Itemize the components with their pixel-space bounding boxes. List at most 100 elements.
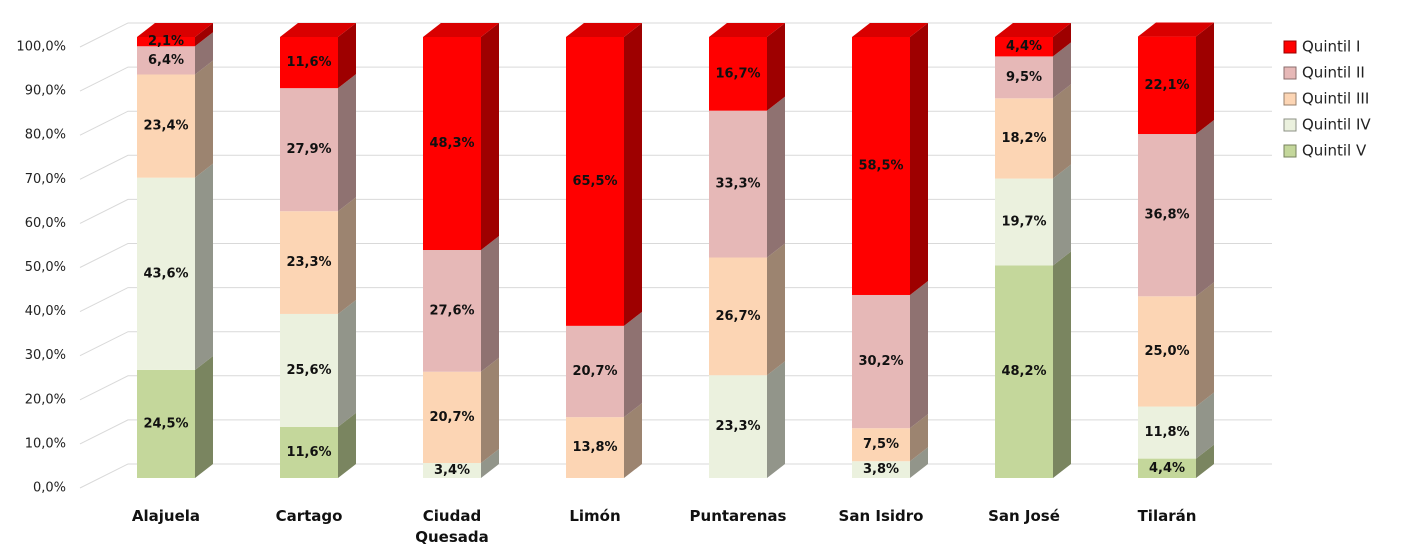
bar-front bbox=[1138, 458, 1196, 478]
bar-front bbox=[280, 37, 338, 89]
data-label: 23,4% bbox=[143, 119, 188, 134]
legend-label: Quintil IV bbox=[1302, 116, 1371, 134]
data-label: 2,1% bbox=[148, 34, 184, 49]
bar-side bbox=[1196, 282, 1214, 407]
bar-front bbox=[1138, 36, 1196, 135]
grid-line bbox=[79, 110, 1272, 136]
bar-side bbox=[1053, 84, 1071, 179]
data-label: 33,3% bbox=[715, 177, 760, 192]
grid-line bbox=[79, 287, 1272, 313]
legend-swatch bbox=[1283, 66, 1297, 80]
x-tick-label: San José bbox=[988, 507, 1060, 525]
bar-top bbox=[280, 23, 356, 37]
bar-front bbox=[995, 37, 1053, 57]
y-tick-label: 10,0% bbox=[25, 436, 66, 451]
y-tick-label: 30,0% bbox=[25, 348, 66, 363]
bar-side bbox=[195, 355, 213, 478]
bar-front bbox=[995, 265, 1053, 478]
data-label: 4,4% bbox=[1006, 39, 1042, 54]
data-label: 11,8% bbox=[1144, 425, 1189, 440]
bar-top bbox=[1138, 22, 1214, 37]
bar-top bbox=[709, 23, 785, 37]
bar-front bbox=[1138, 134, 1196, 297]
bar-side bbox=[195, 163, 213, 370]
bar-front bbox=[852, 461, 910, 478]
bar-side bbox=[1053, 251, 1071, 478]
data-label: 43,6% bbox=[143, 266, 188, 281]
bar-side bbox=[1053, 164, 1071, 266]
bar-front bbox=[1138, 296, 1196, 407]
data-label: 4,4% bbox=[1149, 461, 1185, 476]
bar-front bbox=[709, 110, 767, 258]
grid-line bbox=[79, 375, 1272, 401]
legend-swatch bbox=[1283, 118, 1297, 132]
legend-label: Quintil V bbox=[1302, 142, 1367, 160]
bar-front bbox=[852, 294, 910, 429]
data-label: 19,7% bbox=[1001, 214, 1046, 229]
bar-front bbox=[852, 37, 910, 295]
bar-front bbox=[423, 37, 481, 251]
bar-front bbox=[995, 56, 1053, 99]
bar-front bbox=[137, 37, 195, 47]
bar-side bbox=[338, 74, 356, 212]
data-label: 11,6% bbox=[286, 55, 331, 70]
y-tick-label: 0,0% bbox=[33, 481, 66, 496]
data-label: 48,3% bbox=[429, 136, 474, 151]
bar-side bbox=[481, 23, 499, 251]
bar-side bbox=[338, 299, 356, 427]
data-label: 18,2% bbox=[1001, 131, 1046, 146]
legend-swatch bbox=[1283, 40, 1297, 54]
bar-front bbox=[566, 37, 624, 326]
bar-side bbox=[1196, 444, 1214, 478]
bar-side bbox=[767, 361, 785, 478]
bar-side bbox=[767, 23, 785, 111]
bar-side bbox=[624, 311, 642, 418]
bar-side bbox=[910, 414, 928, 462]
data-label: 3,4% bbox=[434, 463, 470, 478]
data-label: 26,7% bbox=[715, 309, 760, 324]
bar-front bbox=[137, 369, 195, 478]
data-label: 27,6% bbox=[429, 303, 474, 318]
bar-front bbox=[423, 463, 481, 478]
bar-side bbox=[338, 197, 356, 314]
bar-front bbox=[280, 313, 338, 427]
y-tick-label: 80,0% bbox=[25, 128, 66, 143]
grid-line bbox=[79, 198, 1272, 224]
bar-front bbox=[423, 250, 481, 372]
data-label: 25,6% bbox=[286, 363, 331, 378]
data-label: 30,2% bbox=[858, 354, 903, 369]
bar-front bbox=[566, 325, 624, 418]
legend-swatch bbox=[1283, 92, 1297, 106]
bar-top bbox=[852, 23, 928, 37]
y-tick-label: 20,0% bbox=[25, 392, 66, 407]
legend-swatch bbox=[1283, 144, 1297, 158]
grid-line bbox=[79, 463, 1272, 489]
bar-front bbox=[137, 177, 195, 370]
bar-side bbox=[767, 96, 785, 258]
y-tick-label: 50,0% bbox=[25, 260, 66, 275]
grid-line bbox=[79, 22, 1272, 48]
bar-front bbox=[280, 426, 338, 478]
legend-label: Quintil II bbox=[1302, 64, 1365, 82]
y-tick-label: 100,0% bbox=[16, 40, 66, 55]
bar-front bbox=[709, 37, 767, 111]
bar-front bbox=[137, 74, 195, 178]
grid-line bbox=[79, 331, 1272, 357]
bar-side bbox=[1053, 23, 1071, 57]
y-tick-label: 40,0% bbox=[25, 304, 66, 319]
data-label: 27,9% bbox=[286, 142, 331, 157]
bar-side bbox=[624, 403, 642, 478]
data-label: 6,4% bbox=[148, 53, 184, 68]
data-label: 16,7% bbox=[715, 66, 760, 81]
data-label: 20,7% bbox=[429, 410, 474, 425]
bar-side bbox=[910, 23, 928, 295]
bar-front bbox=[709, 375, 767, 478]
bar-side bbox=[1196, 120, 1214, 297]
data-label: 11,6% bbox=[286, 445, 331, 460]
y-tick-label: 90,0% bbox=[25, 84, 66, 99]
bar-top bbox=[137, 23, 213, 37]
bar-front bbox=[423, 371, 481, 464]
bar-front bbox=[1138, 406, 1196, 459]
bar-side bbox=[767, 243, 785, 376]
